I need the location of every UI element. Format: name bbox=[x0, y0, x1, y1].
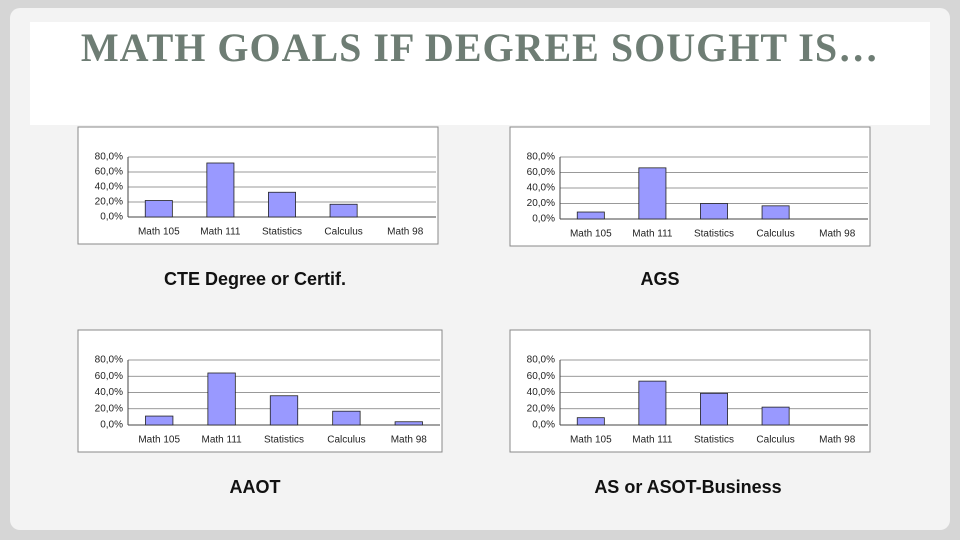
x-tick-label: Statistics bbox=[694, 229, 734, 240]
bar bbox=[332, 410, 361, 426]
bar bbox=[268, 191, 296, 218]
y-tick-label: 0,0% bbox=[100, 420, 123, 431]
bar bbox=[576, 211, 605, 220]
y-tick-label: 80,0% bbox=[95, 152, 123, 163]
bar bbox=[700, 392, 728, 426]
x-tick-label: Math 98 bbox=[387, 227, 424, 238]
y-tick-label: 60,0% bbox=[527, 167, 555, 178]
bar bbox=[206, 162, 235, 218]
bar bbox=[145, 415, 174, 426]
y-tick-label: 40,0% bbox=[527, 387, 555, 398]
bar bbox=[207, 372, 236, 426]
x-tick-label: Calculus bbox=[756, 435, 794, 446]
x-tick-label: Statistics bbox=[694, 435, 734, 446]
y-tick-label: 40,0% bbox=[95, 182, 123, 193]
x-tick-label: Math 98 bbox=[819, 229, 856, 240]
y-tick-label: 60,0% bbox=[527, 371, 555, 382]
chart-frame bbox=[77, 126, 439, 245]
chart-caption: CTE Degree or Certif. bbox=[164, 269, 346, 289]
bar bbox=[394, 421, 423, 426]
bar bbox=[144, 200, 173, 218]
bar bbox=[761, 406, 790, 426]
bar bbox=[761, 205, 790, 220]
y-tick-label: 0,0% bbox=[100, 212, 123, 223]
x-tick-label: Statistics bbox=[264, 435, 304, 446]
y-tick-label: 0,0% bbox=[532, 214, 555, 225]
chart-frame bbox=[509, 126, 871, 247]
bar bbox=[700, 203, 728, 220]
x-tick-label: Math 98 bbox=[391, 435, 428, 446]
slide-title: MATH GOALS IF DEGREE SOUGHT IS… bbox=[30, 22, 930, 125]
y-tick-label: 40,0% bbox=[527, 183, 555, 194]
y-tick-label: 40,0% bbox=[95, 387, 123, 398]
y-tick-label: 20,0% bbox=[527, 403, 555, 414]
y-tick-label: 20,0% bbox=[95, 403, 123, 414]
y-tick-label: 80,0% bbox=[95, 355, 123, 366]
x-tick-label: Math 105 bbox=[138, 227, 180, 238]
bar bbox=[576, 417, 605, 426]
x-tick-label: Calculus bbox=[327, 435, 365, 446]
x-tick-label: Calculus bbox=[324, 227, 362, 238]
bar bbox=[269, 395, 299, 426]
bar bbox=[638, 380, 667, 426]
bar bbox=[638, 167, 667, 220]
y-tick-label: 80,0% bbox=[527, 152, 555, 163]
x-tick-label: Math 111 bbox=[201, 435, 242, 446]
chart-frame bbox=[509, 329, 871, 453]
y-tick-label: 0,0% bbox=[532, 420, 555, 431]
x-tick-label: Math 111 bbox=[632, 229, 673, 240]
y-tick-label: 20,0% bbox=[527, 198, 555, 209]
x-tick-label: Math 105 bbox=[570, 229, 612, 240]
y-tick-label: 60,0% bbox=[95, 167, 123, 178]
chart-caption: AAOT bbox=[230, 477, 281, 497]
y-tick-label: 60,0% bbox=[95, 371, 123, 382]
bar bbox=[329, 203, 358, 218]
x-tick-label: Calculus bbox=[756, 229, 794, 240]
y-tick-label: 20,0% bbox=[95, 197, 123, 208]
chart-frame bbox=[77, 329, 443, 453]
x-tick-label: Math 98 bbox=[819, 435, 856, 446]
y-tick-label: 80,0% bbox=[527, 355, 555, 366]
chart-caption: AGS bbox=[640, 269, 679, 289]
x-tick-label: Math 111 bbox=[632, 435, 673, 446]
x-tick-label: Math 111 bbox=[200, 227, 241, 238]
x-tick-label: Statistics bbox=[262, 227, 302, 238]
chart-caption: AS or ASOT-Business bbox=[594, 477, 781, 497]
x-tick-label: Math 105 bbox=[138, 435, 180, 446]
x-tick-label: Math 105 bbox=[570, 435, 612, 446]
